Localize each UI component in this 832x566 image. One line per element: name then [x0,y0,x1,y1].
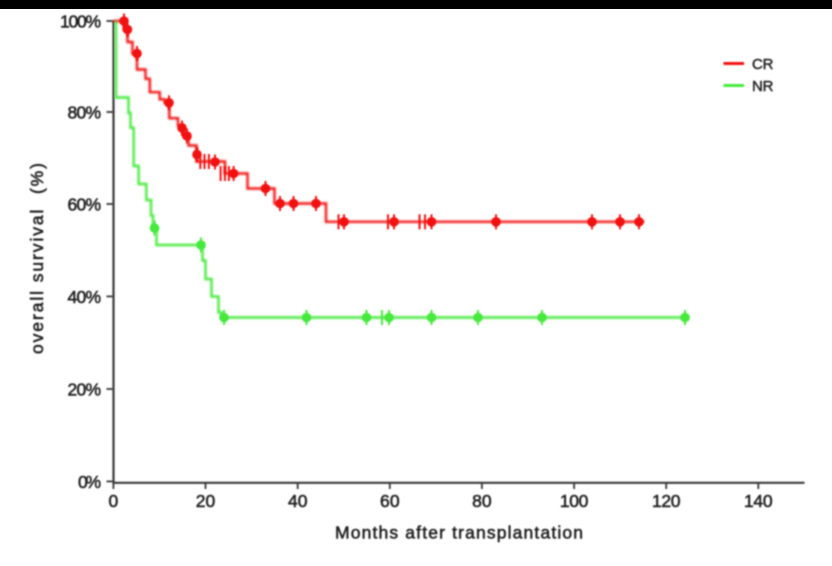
svg-text:40: 40 [288,491,308,511]
svg-text:CR: CR [752,56,774,73]
svg-text:NR: NR [752,78,774,95]
svg-text:20%: 20% [68,380,102,400]
svg-text:20: 20 [196,491,216,511]
svg-text:60: 60 [380,491,400,511]
svg-text:0: 0 [109,491,119,511]
svg-text:60%: 60% [68,195,102,215]
svg-text:80: 80 [472,491,492,511]
svg-text:80%: 80% [68,103,102,123]
svg-text:Months after transplantation: Months after transplantation [335,523,583,543]
svg-text:40%: 40% [68,287,102,307]
svg-text:120: 120 [652,491,681,511]
svg-text:140: 140 [744,491,773,511]
svg-text:100: 100 [560,491,589,511]
svg-text:overall survival (%): overall survival (%) [27,163,47,354]
svg-text:100%: 100% [60,12,101,32]
svg-text:0%: 0% [78,472,101,492]
